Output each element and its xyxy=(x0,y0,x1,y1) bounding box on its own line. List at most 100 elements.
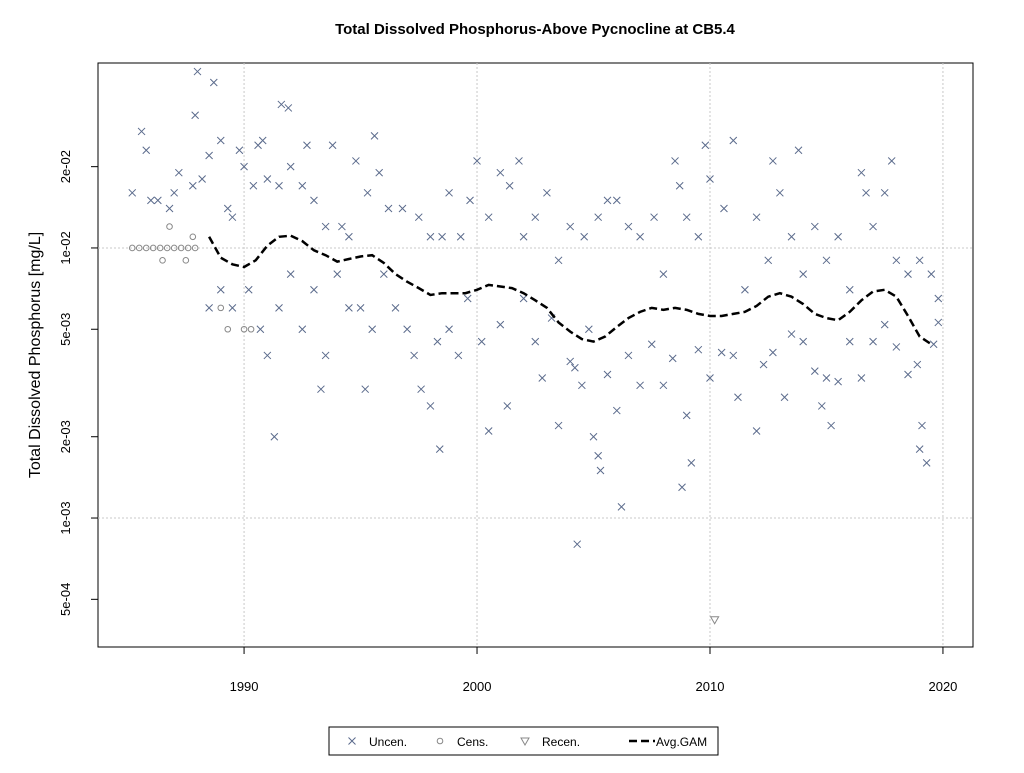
point xyxy=(270,432,279,441)
point xyxy=(675,181,684,190)
point xyxy=(247,325,255,333)
chart-title: Total Dissolved Phosphorus-Above Pycnocl… xyxy=(335,21,735,38)
point xyxy=(741,285,749,294)
x-tick-label: 2020 xyxy=(928,679,957,694)
point xyxy=(454,351,463,360)
point xyxy=(869,222,877,231)
point xyxy=(752,213,761,222)
point xyxy=(709,616,720,625)
point xyxy=(484,213,493,222)
point xyxy=(456,232,465,241)
point xyxy=(298,325,307,334)
point xyxy=(198,175,206,183)
point xyxy=(417,385,425,394)
point xyxy=(934,294,943,303)
point xyxy=(244,285,253,294)
point xyxy=(822,374,831,382)
legend-label: Recen. xyxy=(542,735,580,749)
point xyxy=(701,141,710,150)
point xyxy=(310,285,318,294)
point xyxy=(787,232,796,241)
point xyxy=(435,445,444,453)
point xyxy=(636,381,644,390)
point xyxy=(694,232,703,241)
point xyxy=(137,127,146,136)
point xyxy=(321,222,330,231)
point xyxy=(345,304,353,312)
point xyxy=(612,406,621,415)
legend-symbol xyxy=(348,737,356,745)
point xyxy=(759,360,768,369)
point xyxy=(217,304,225,312)
point xyxy=(128,188,137,197)
point xyxy=(154,196,162,205)
point xyxy=(142,244,150,252)
y-axis-label: Total Dissolved Phosphorus [mg/L] xyxy=(27,232,44,478)
point xyxy=(258,136,267,145)
point xyxy=(170,188,179,197)
point xyxy=(205,151,213,160)
x-tick-label: 2010 xyxy=(696,679,725,694)
point xyxy=(275,304,283,312)
point xyxy=(384,204,393,213)
point xyxy=(596,466,605,475)
x-tick-label: 1990 xyxy=(230,679,259,694)
point xyxy=(216,285,225,294)
point xyxy=(375,168,384,177)
plot-frame xyxy=(97,62,974,648)
point xyxy=(904,270,912,278)
point xyxy=(862,188,870,197)
point xyxy=(466,196,474,205)
point xyxy=(391,304,400,312)
point xyxy=(240,162,248,171)
point xyxy=(156,244,164,252)
point xyxy=(787,330,796,338)
point xyxy=(379,270,388,278)
point xyxy=(584,325,593,334)
point xyxy=(918,421,926,430)
point xyxy=(209,78,218,87)
point xyxy=(915,445,924,453)
legend-label: Cens. xyxy=(457,735,488,749)
point xyxy=(617,502,626,511)
point xyxy=(682,213,691,222)
point xyxy=(845,337,854,346)
point xyxy=(328,141,337,150)
point xyxy=(263,351,272,360)
point xyxy=(193,67,202,76)
point xyxy=(321,351,330,360)
point xyxy=(403,325,411,334)
point xyxy=(531,337,540,346)
point xyxy=(496,320,505,329)
point xyxy=(286,270,295,278)
point xyxy=(228,304,237,312)
point xyxy=(720,204,728,213)
point xyxy=(333,270,342,278)
point xyxy=(205,304,213,312)
point xyxy=(398,204,407,213)
gam-line xyxy=(208,234,932,346)
point xyxy=(228,213,237,222)
point xyxy=(904,370,912,379)
point xyxy=(135,244,143,252)
point xyxy=(543,188,551,197)
point xyxy=(338,222,346,231)
point xyxy=(356,304,365,312)
point xyxy=(484,427,493,435)
point xyxy=(817,402,826,410)
point xyxy=(240,325,248,333)
point xyxy=(752,427,761,435)
point xyxy=(142,146,151,155)
point xyxy=(249,181,258,190)
point xyxy=(822,256,831,265)
point xyxy=(915,256,924,265)
point xyxy=(224,325,232,333)
point xyxy=(682,411,691,420)
point xyxy=(880,188,889,197)
point xyxy=(223,204,232,213)
legend-symbol xyxy=(436,737,444,745)
y-tick-label: 2e-03 xyxy=(58,420,73,453)
point xyxy=(717,348,726,357)
point xyxy=(647,340,656,349)
